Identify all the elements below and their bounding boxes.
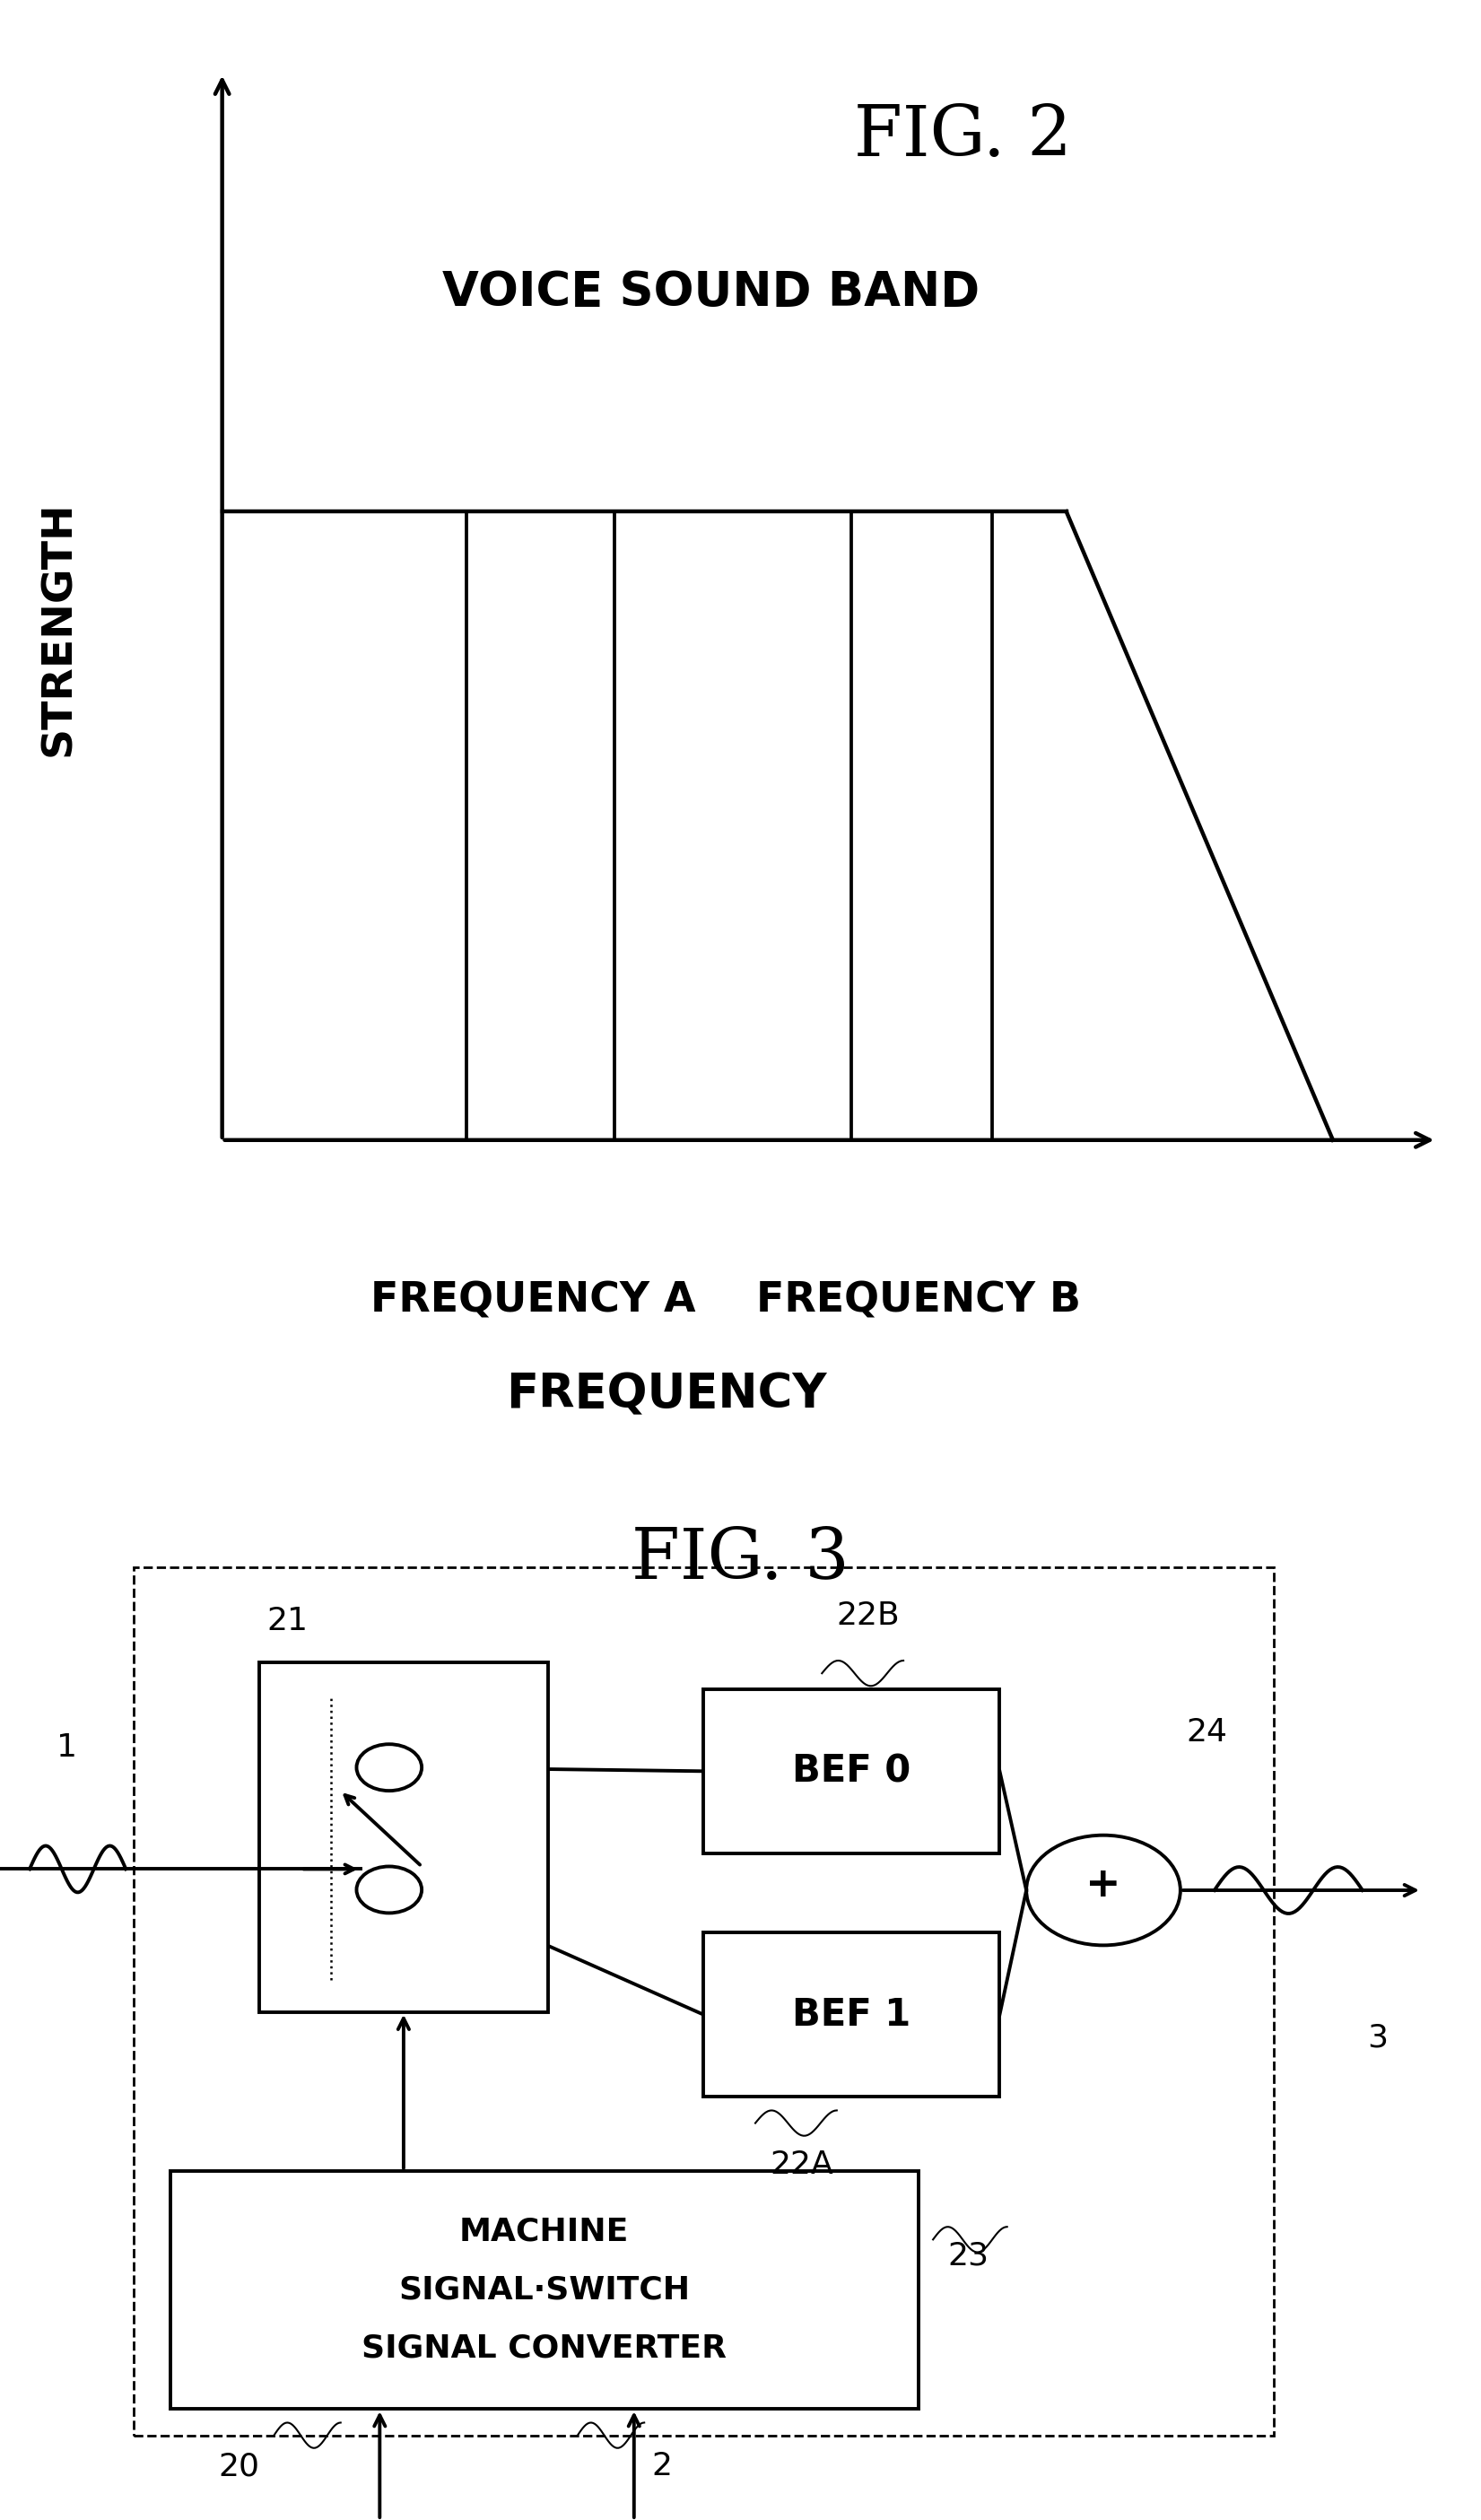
FancyBboxPatch shape xyxy=(170,2170,918,2409)
Text: 21: 21 xyxy=(267,1605,308,1635)
Text: MACHINE: MACHINE xyxy=(459,2215,629,2248)
Text: 20: 20 xyxy=(218,2452,259,2482)
Text: 22B: 22B xyxy=(837,1600,900,1630)
FancyBboxPatch shape xyxy=(703,1933,1000,2097)
Text: BEF 1: BEF 1 xyxy=(792,1996,911,2034)
Text: BEF 0: BEF 0 xyxy=(792,1751,911,1789)
Text: 23: 23 xyxy=(948,2240,989,2271)
Text: FIG. 2: FIG. 2 xyxy=(853,103,1072,171)
FancyBboxPatch shape xyxy=(259,1663,548,2011)
Text: FREQUENCY A: FREQUENCY A xyxy=(370,1280,696,1320)
Text: FIG. 3: FIG. 3 xyxy=(631,1525,850,1593)
Text: VOICE SOUND BAND: VOICE SOUND BAND xyxy=(443,270,979,315)
Text: FREQUENCY B: FREQUENCY B xyxy=(755,1280,1081,1320)
Text: STRENGTH: STRENGTH xyxy=(39,501,80,756)
Text: SIGNAL·SWITCH: SIGNAL·SWITCH xyxy=(398,2276,690,2306)
FancyBboxPatch shape xyxy=(703,1688,1000,1852)
Text: SIGNAL CONVERTER: SIGNAL CONVERTER xyxy=(361,2334,727,2364)
Text: +: + xyxy=(1086,1865,1121,1905)
Text: 22A: 22A xyxy=(770,2150,834,2180)
Text: 3: 3 xyxy=(1367,2024,1388,2054)
Text: 2: 2 xyxy=(652,2452,672,2482)
Text: 1: 1 xyxy=(56,1731,77,1761)
Text: FREQUENCY: FREQUENCY xyxy=(507,1371,826,1419)
Text: 24: 24 xyxy=(1186,1716,1228,1746)
